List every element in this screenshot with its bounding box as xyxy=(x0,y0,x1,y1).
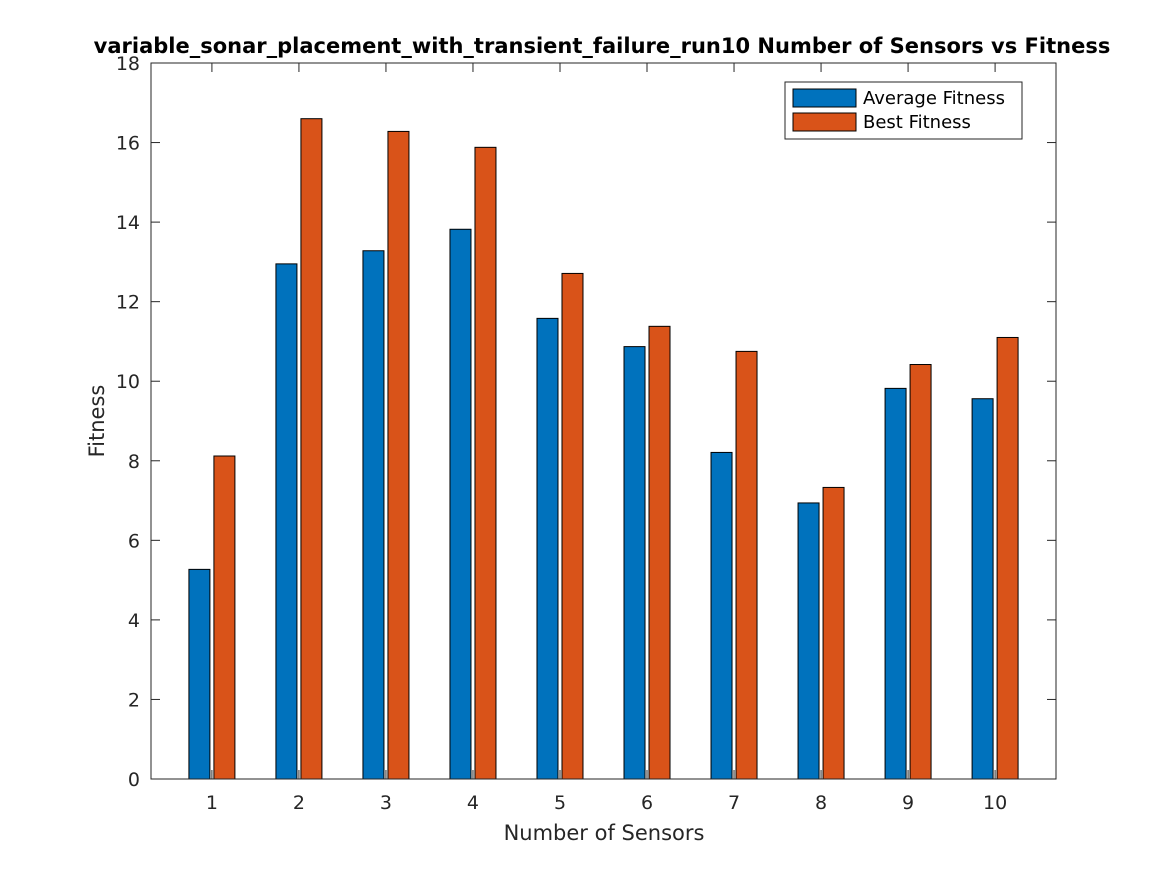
axes-box xyxy=(150,62,1057,780)
y-tick-label: 12 xyxy=(116,292,140,314)
y-axis-label: Fitness xyxy=(85,385,109,458)
average-fitness-bar-10 xyxy=(971,398,994,780)
average-fitness-bar-5 xyxy=(536,317,559,780)
y-tick-label: 10 xyxy=(116,371,140,393)
best-fitness-bar-2 xyxy=(300,118,323,780)
best-fitness-bar-10 xyxy=(996,336,1019,780)
y-tick-label: 6 xyxy=(128,530,140,552)
legend-swatch-average-fitness xyxy=(792,88,857,108)
legend-swatch-best-fitness xyxy=(792,112,857,132)
average-fitness-bar-7 xyxy=(710,451,733,780)
legend-label-average-fitness: Average Fitness xyxy=(863,88,1005,109)
legend: Average Fitness Best Fitness xyxy=(784,81,1023,140)
average-fitness-bar-4 xyxy=(449,228,472,780)
y-tick-label: 18 xyxy=(116,53,140,75)
x-tick-label: 5 xyxy=(554,792,566,814)
average-fitness-bar-6 xyxy=(623,346,646,780)
y-tick-label: 2 xyxy=(128,689,140,711)
average-fitness-bar-8 xyxy=(797,502,820,780)
y-tick-label: 8 xyxy=(128,451,140,473)
best-fitness-bar-9 xyxy=(909,364,932,780)
x-tick-label: 1 xyxy=(206,792,218,814)
y-tick-label: 16 xyxy=(116,133,140,155)
best-fitness-bar-8 xyxy=(822,486,845,780)
y-tick-label: 14 xyxy=(116,212,140,234)
x-tick-label: 2 xyxy=(293,792,305,814)
y-tick-label: 4 xyxy=(128,610,140,632)
chart-title: variable_sonar_placement_with_transient_… xyxy=(94,34,1111,58)
average-fitness-bar-2 xyxy=(275,263,298,780)
y-tick-label: 0 xyxy=(128,769,140,791)
best-fitness-bar-5 xyxy=(561,272,584,780)
x-tick-label: 7 xyxy=(728,792,740,814)
average-fitness-bar-3 xyxy=(362,250,385,780)
best-fitness-bar-7 xyxy=(735,350,758,780)
average-fitness-bar-1 xyxy=(188,568,211,780)
best-fitness-bar-3 xyxy=(387,130,410,780)
x-axis-label: Number of Sensors xyxy=(504,821,705,845)
x-tick-label: 8 xyxy=(815,792,827,814)
x-tick-label: 4 xyxy=(467,792,479,814)
best-fitness-bar-6 xyxy=(648,325,671,780)
x-tick-label: 9 xyxy=(902,792,914,814)
x-tick-label: 6 xyxy=(641,792,653,814)
best-fitness-bar-1 xyxy=(213,455,236,780)
x-tick-label: 3 xyxy=(380,792,392,814)
x-tick-label: 10 xyxy=(983,792,1007,814)
average-fitness-bar-9 xyxy=(884,387,907,780)
best-fitness-bar-4 xyxy=(474,146,497,780)
legend-label-best-fitness: Best Fitness xyxy=(863,112,971,133)
